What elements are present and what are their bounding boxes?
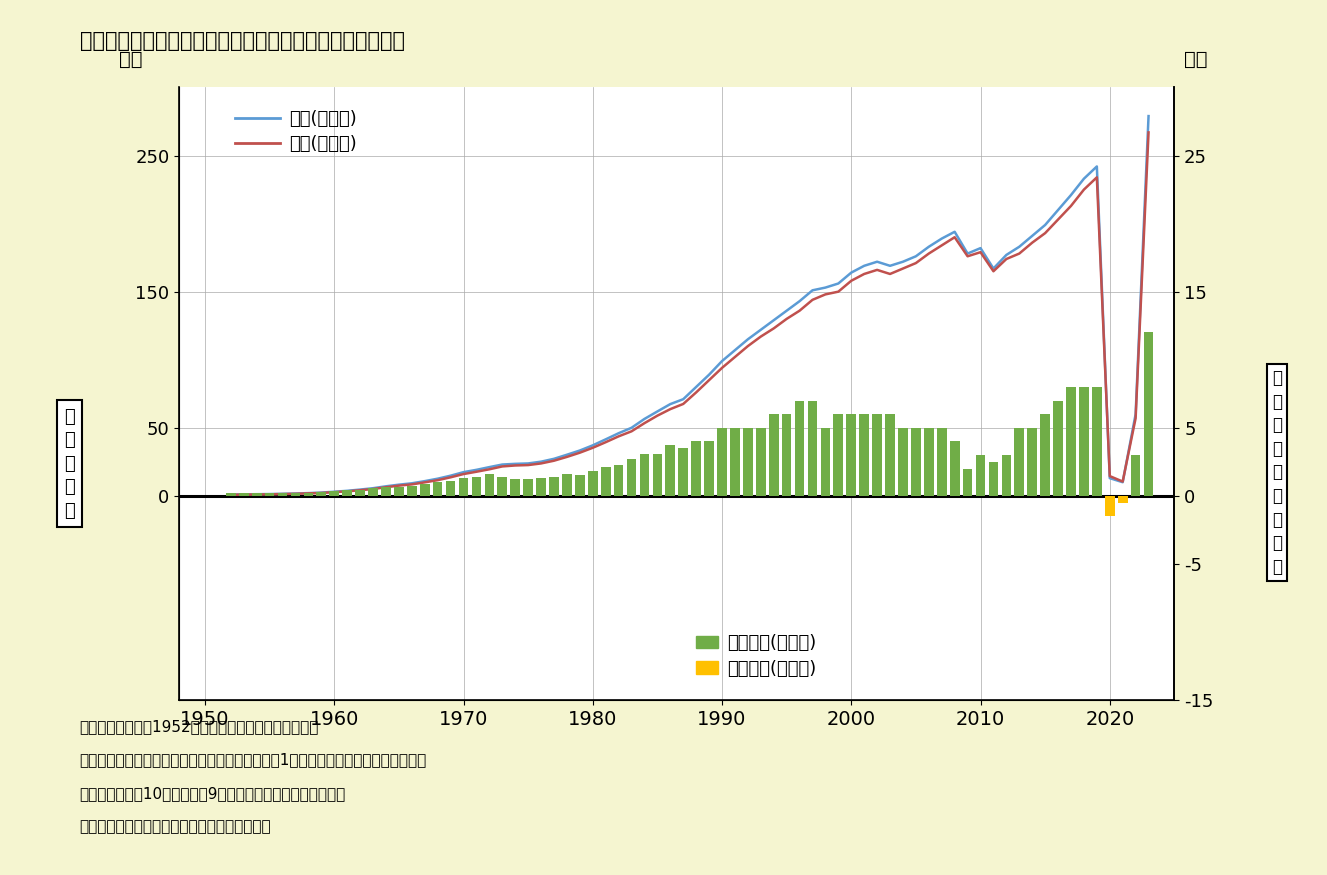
Bar <box>471 477 482 496</box>
Bar <box>808 401 817 496</box>
Bar <box>549 477 559 496</box>
Bar <box>847 414 856 496</box>
Bar <box>1014 428 1024 496</box>
Bar <box>304 493 313 496</box>
Bar <box>265 493 275 496</box>
Bar <box>226 493 236 496</box>
Text: （注２）このデータは暦年単位であるため、図表1で示した将来推計人口の基礎数値: （注２）このデータは暦年単位であるため、図表1で示した将来推計人口の基礎数値 <box>80 752 427 767</box>
Bar <box>614 465 624 496</box>
Bar <box>665 445 675 496</box>
Bar <box>975 455 986 496</box>
Bar <box>511 480 520 496</box>
Bar <box>291 493 300 496</box>
Text: （前年10月から当年9月を集計）とは、ずれがある。: （前年10月から当年9月を集計）とは、ずれがある。 <box>80 786 346 801</box>
Bar <box>626 459 637 496</box>
Bar <box>498 477 507 496</box>
Bar <box>691 441 701 496</box>
Bar <box>394 487 403 496</box>
Text: 万人: 万人 <box>1185 50 1208 69</box>
Bar <box>433 482 442 496</box>
Bar <box>833 414 843 496</box>
Bar <box>1066 387 1076 496</box>
Bar <box>860 414 869 496</box>
Bar <box>342 490 352 496</box>
Bar <box>1054 401 1063 496</box>
Bar <box>717 428 727 496</box>
Bar <box>743 428 752 496</box>
Text: 万人: 万人 <box>119 50 143 69</box>
Bar <box>782 414 791 496</box>
Bar <box>368 488 378 496</box>
Bar <box>795 401 804 496</box>
Text: （注１）データは1952年以降。短期滞在を除いた値。: （注１）データは1952年以降。短期滞在を除いた値。 <box>80 719 318 734</box>
Bar <box>419 484 430 496</box>
Bar <box>316 493 326 496</box>
Bar <box>588 472 597 496</box>
Bar <box>523 480 533 496</box>
Bar <box>381 487 390 496</box>
Bar <box>536 478 545 496</box>
Bar <box>459 478 468 496</box>
Bar <box>950 441 959 496</box>
Bar <box>484 474 494 496</box>
Bar <box>239 493 248 496</box>
Bar <box>446 481 455 496</box>
Text: 入
国
・
出
国: 入 国 ・ 出 国 <box>64 408 76 520</box>
Bar <box>820 428 831 496</box>
Bar <box>1027 428 1038 496</box>
Bar <box>563 474 572 496</box>
Bar <box>1105 496 1115 516</box>
Bar <box>898 428 908 496</box>
Bar <box>730 428 739 496</box>
Bar <box>768 414 779 496</box>
Bar <box>1131 455 1140 496</box>
Bar <box>575 475 585 496</box>
Bar <box>1040 414 1050 496</box>
Text: 入
国
超
過
・
出
国
超
過: 入 国 超 過 ・ 出 国 超 過 <box>1273 369 1282 576</box>
Bar <box>756 428 766 496</box>
Bar <box>678 448 689 496</box>
Bar <box>1092 387 1101 496</box>
Bar <box>912 428 921 496</box>
Bar <box>924 428 934 496</box>
Text: 図表３　外国人の入国者数・出国者数・入国超過数の推移: 図表３ 外国人の入国者数・出国者数・入国超過数の推移 <box>80 31 405 51</box>
Bar <box>885 414 894 496</box>
Bar <box>1079 387 1088 496</box>
Bar <box>1002 455 1011 496</box>
Bar <box>329 491 340 496</box>
Bar <box>356 490 365 496</box>
Text: （資料）出入国在留管理庁「出入国管理統計」: （資料）出入国在留管理庁「出入国管理統計」 <box>80 819 271 834</box>
Bar <box>1144 332 1153 496</box>
Bar <box>252 493 261 496</box>
Bar <box>277 493 288 496</box>
Bar <box>601 467 610 496</box>
Bar <box>963 469 973 496</box>
Bar <box>1117 496 1128 502</box>
Bar <box>872 414 882 496</box>
Bar <box>937 428 946 496</box>
Bar <box>653 453 662 496</box>
Bar <box>705 441 714 496</box>
Bar <box>640 453 649 496</box>
Bar <box>989 462 998 496</box>
Bar <box>407 486 417 496</box>
Legend: 入国超過(右目盛), 出国超過(右目盛): 入国超過(右目盛), 出国超過(右目盛) <box>689 627 824 685</box>
